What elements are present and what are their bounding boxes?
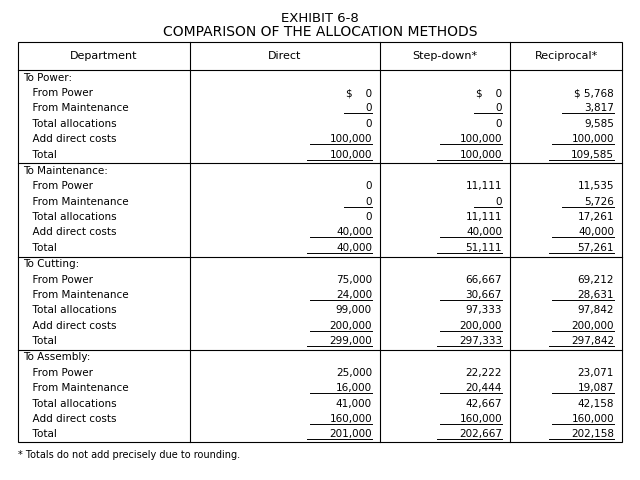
Text: 41,000: 41,000 [336,398,372,408]
Text: 19,087: 19,087 [578,383,614,393]
Text: Direct: Direct [268,51,301,61]
Text: COMPARISON OF THE ALLOCATION METHODS: COMPARISON OF THE ALLOCATION METHODS [163,25,477,39]
Text: 42,158: 42,158 [577,398,614,408]
Text: 299,000: 299,000 [329,336,372,346]
Text: 3,817: 3,817 [584,103,614,113]
Text: From Power: From Power [26,275,93,285]
Text: Total: Total [26,336,57,346]
Text: 28,631: 28,631 [577,290,614,300]
Text: Step-down*: Step-down* [412,51,477,61]
Text: $    0: $ 0 [346,88,372,98]
Text: Department: Department [70,51,138,61]
Text: 22,222: 22,222 [465,368,502,378]
Text: From Power: From Power [26,368,93,378]
Text: 0: 0 [495,197,502,207]
Text: 109,585: 109,585 [571,150,614,159]
Text: 75,000: 75,000 [336,275,372,285]
Text: $ 5,768: $ 5,768 [574,88,614,98]
Text: 202,158: 202,158 [571,429,614,439]
Text: 160,000: 160,000 [460,414,502,424]
Text: EXHIBIT 6-8: EXHIBIT 6-8 [281,12,359,25]
Text: 0: 0 [365,212,372,222]
Text: Add direct costs: Add direct costs [26,414,116,424]
Text: From Power: From Power [26,88,93,98]
Text: 40,000: 40,000 [336,243,372,253]
Text: To Assembly:: To Assembly: [23,352,90,362]
Text: From Power: From Power [26,181,93,192]
Text: 201,000: 201,000 [330,429,372,439]
Text: 40,000: 40,000 [336,228,372,238]
Text: Reciprocal*: Reciprocal* [534,51,598,61]
Text: 20,444: 20,444 [466,383,502,393]
Text: 202,667: 202,667 [459,429,502,439]
Text: 99,000: 99,000 [336,305,372,315]
Text: 11,535: 11,535 [577,181,614,192]
Text: Add direct costs: Add direct costs [26,228,116,238]
Text: 0: 0 [495,119,502,129]
Text: 23,071: 23,071 [578,368,614,378]
Text: 100,000: 100,000 [330,134,372,144]
Text: 11,111: 11,111 [465,181,502,192]
Text: 160,000: 160,000 [572,414,614,424]
Text: 200,000: 200,000 [330,321,372,331]
Text: Add direct costs: Add direct costs [26,134,116,144]
Text: 0: 0 [365,197,372,207]
Text: $    0: $ 0 [476,88,502,98]
Text: To Maintenance:: To Maintenance: [23,166,108,176]
Text: 297,842: 297,842 [571,336,614,346]
Text: 57,261: 57,261 [577,243,614,253]
Text: 17,261: 17,261 [577,212,614,222]
Text: Total allocations: Total allocations [26,212,116,222]
Text: 97,333: 97,333 [465,305,502,315]
Text: Total: Total [26,429,57,439]
Text: Total allocations: Total allocations [26,305,116,315]
Text: 100,000: 100,000 [330,150,372,159]
Text: 0: 0 [365,103,372,113]
Text: Total: Total [26,243,57,253]
Text: 51,111: 51,111 [465,243,502,253]
Text: Total: Total [26,150,57,159]
Text: Add direct costs: Add direct costs [26,321,116,331]
Text: From Maintenance: From Maintenance [26,197,129,207]
Text: 24,000: 24,000 [336,290,372,300]
Text: 66,667: 66,667 [465,275,502,285]
Text: 40,000: 40,000 [578,228,614,238]
Text: 69,212: 69,212 [577,275,614,285]
Text: 16,000: 16,000 [336,383,372,393]
Text: 40,000: 40,000 [466,228,502,238]
Text: 160,000: 160,000 [330,414,372,424]
Text: 100,000: 100,000 [460,134,502,144]
Text: From Maintenance: From Maintenance [26,383,129,393]
Text: Total allocations: Total allocations [26,119,116,129]
Text: 42,667: 42,667 [465,398,502,408]
Text: 97,842: 97,842 [577,305,614,315]
Text: 0: 0 [365,181,372,192]
Text: 25,000: 25,000 [336,368,372,378]
Text: * Totals do not add precisely due to rounding.: * Totals do not add precisely due to rou… [18,450,240,460]
Text: To Power:: To Power: [23,72,72,83]
Text: From Maintenance: From Maintenance [26,103,129,113]
Bar [18,42,622,442]
Text: 200,000: 200,000 [460,321,502,331]
Text: 100,000: 100,000 [572,134,614,144]
Text: 0: 0 [495,103,502,113]
Text: From Maintenance: From Maintenance [26,290,129,300]
Text: 297,333: 297,333 [459,336,502,346]
Text: 100,000: 100,000 [460,150,502,159]
Text: 30,667: 30,667 [466,290,502,300]
Text: 200,000: 200,000 [572,321,614,331]
Text: Total allocations: Total allocations [26,398,116,408]
Text: 5,726: 5,726 [584,197,614,207]
Text: 11,111: 11,111 [465,212,502,222]
Text: To Cutting:: To Cutting: [23,259,79,269]
Text: 0: 0 [365,119,372,129]
Text: 9,585: 9,585 [584,119,614,129]
